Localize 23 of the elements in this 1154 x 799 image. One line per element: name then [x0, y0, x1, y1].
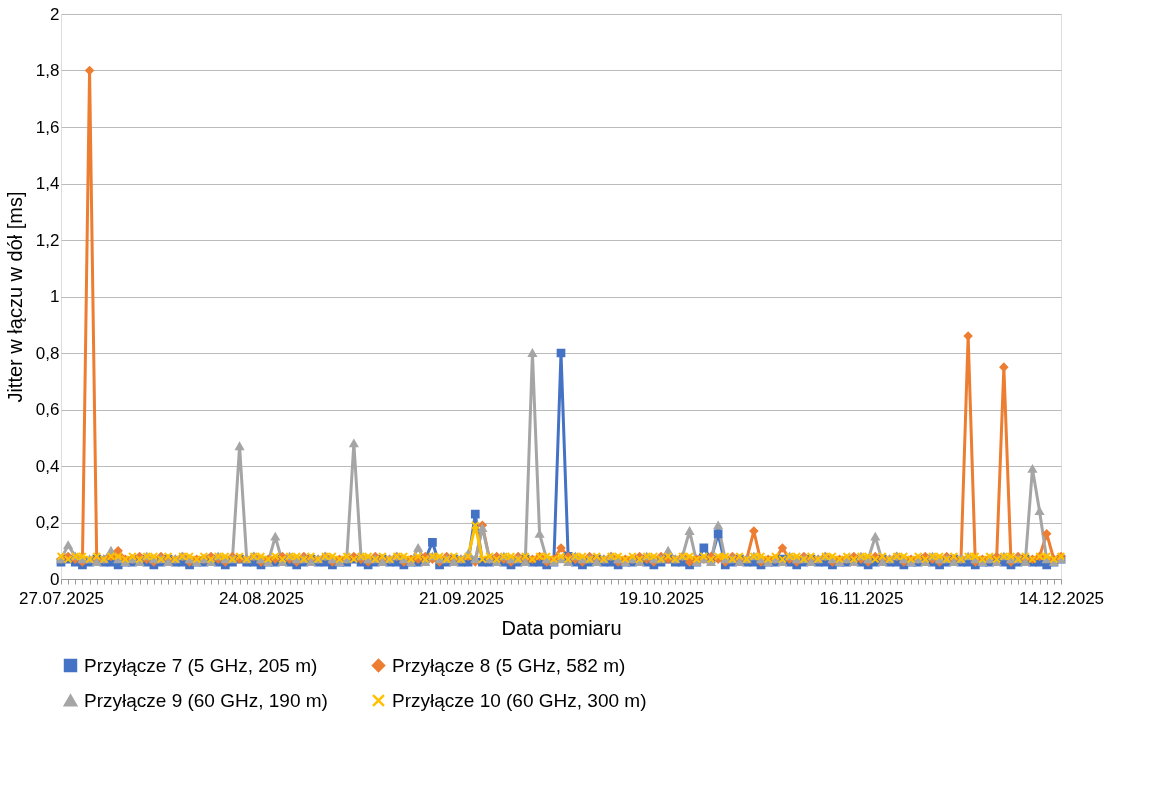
x-axis-title: Data pomiaru: [501, 616, 622, 639]
legend-label: Przyłącze 8 (5 GHz, 582 m): [392, 654, 626, 676]
y-tick-label: 2: [50, 4, 60, 24]
y-tick-label: 1: [50, 287, 60, 306]
legend-label: Przyłącze 10 (60 GHz, 300 m): [392, 689, 647, 711]
y-tick-label: 0,2: [35, 513, 60, 532]
y-tick-label: 1,4: [35, 174, 60, 193]
y-tick-label: 0,4: [35, 456, 60, 476]
x-tick-label: 27.07.2025: [18, 588, 105, 608]
x-tick-label: 19.10.2025: [618, 588, 705, 608]
x-tick-label: 16.11.2025: [819, 588, 904, 608]
y-tick-label: 1,2: [35, 230, 60, 250]
x-tick-label: 21.09.2025: [418, 588, 505, 608]
legend-label: Przyłącze 7 (5 GHz, 205 m): [84, 654, 318, 676]
y-tick-label: 0,8: [35, 343, 60, 363]
x-tick-label: 14.12.2025: [1018, 588, 1105, 608]
legend-label: Przyłącze 9 (60 GHz, 190 m): [84, 689, 328, 711]
y-axis-title: Jitter w łączu w dół [ms]: [3, 191, 26, 403]
y-tick-label: 1,8: [35, 61, 60, 80]
y-tick-label: 0,6: [35, 400, 60, 419]
y-tick-label: 1,6: [35, 117, 60, 137]
x-tick-label: 24.08.2025: [218, 588, 305, 608]
y-tick-label: 0: [50, 569, 60, 589]
